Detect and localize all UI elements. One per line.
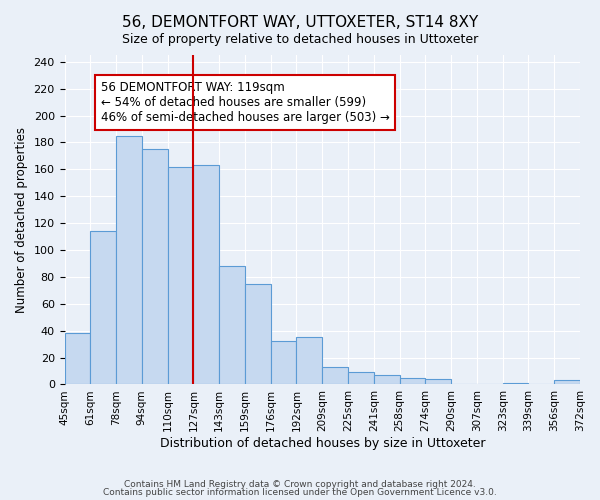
Bar [142, 149, 167, 384]
Bar [219, 266, 245, 384]
Bar [245, 284, 271, 384]
Bar [271, 342, 296, 384]
Bar [65, 334, 91, 384]
X-axis label: Distribution of detached houses by size in Uttoxeter: Distribution of detached houses by size … [160, 437, 485, 450]
Text: 56 DEMONTFORT WAY: 119sqm
← 54% of detached houses are smaller (599)
46% of semi: 56 DEMONTFORT WAY: 119sqm ← 54% of detac… [101, 82, 389, 124]
Text: Size of property relative to detached houses in Uttoxeter: Size of property relative to detached ho… [122, 32, 478, 46]
Bar [400, 378, 425, 384]
Bar [116, 136, 142, 384]
Y-axis label: Number of detached properties: Number of detached properties [15, 126, 28, 312]
Bar [322, 367, 348, 384]
Bar [348, 372, 374, 384]
Bar [425, 379, 451, 384]
Bar [91, 231, 116, 384]
Text: Contains HM Land Registry data © Crown copyright and database right 2024.: Contains HM Land Registry data © Crown c… [124, 480, 476, 489]
Bar [374, 375, 400, 384]
Bar [167, 166, 193, 384]
Bar [503, 383, 529, 384]
Bar [193, 166, 219, 384]
Bar [554, 380, 580, 384]
Text: Contains public sector information licensed under the Open Government Licence v3: Contains public sector information licen… [103, 488, 497, 497]
Bar [296, 338, 322, 384]
Text: 56, DEMONTFORT WAY, UTTOXETER, ST14 8XY: 56, DEMONTFORT WAY, UTTOXETER, ST14 8XY [122, 15, 478, 30]
